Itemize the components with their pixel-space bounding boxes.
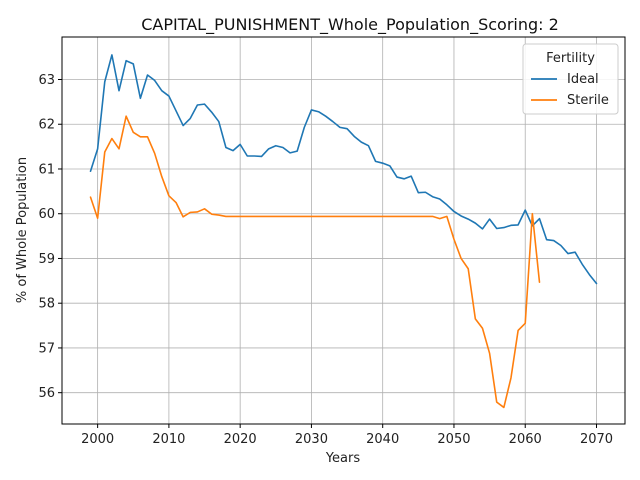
y-axis-ticks: 56 57 58 59 60 61 62 63 <box>38 73 62 401</box>
legend-label-sterile: Sterile <box>567 93 609 108</box>
legend-title: Fertility <box>546 51 595 66</box>
series-lines <box>89 54 598 409</box>
series-line-ideal <box>89 54 598 285</box>
y-tick-label: 57 <box>38 341 55 356</box>
y-tick-label: 61 <box>38 162 55 177</box>
y-tick-label: 60 <box>38 207 55 222</box>
x-tick-label: 2070 <box>580 432 613 447</box>
legend-label-ideal: Ideal <box>567 72 599 87</box>
x-tick-label: 2030 <box>295 432 328 447</box>
x-axis-ticks: 2000 2010 2020 2030 2040 2050 2060 2070 <box>81 424 613 447</box>
y-tick-label: 56 <box>38 386 55 401</box>
legend: Fertility Ideal Sterile <box>522 43 619 115</box>
y-tick-label: 62 <box>38 118 55 133</box>
y-tick-label: 58 <box>38 297 55 312</box>
y-tick-label: 63 <box>38 73 55 88</box>
plot-frame <box>61 36 626 425</box>
x-tick-label: 2010 <box>152 432 185 447</box>
x-tick-label: 2000 <box>81 432 114 447</box>
x-tick-label: 2020 <box>224 432 257 447</box>
x-tick-label: 2050 <box>437 432 470 447</box>
series-line-sterile <box>89 115 541 409</box>
x-tick-label: 2060 <box>509 432 542 447</box>
y-axis-label: % of Whole Population <box>15 157 30 303</box>
legend-box <box>522 43 619 115</box>
x-tick-label: 2040 <box>366 432 399 447</box>
chart-title: CAPITAL_PUNISHMENT_Whole_Population_Scor… <box>141 15 559 35</box>
x-axis-label: Years <box>325 451 361 466</box>
y-tick-label: 59 <box>38 252 55 267</box>
